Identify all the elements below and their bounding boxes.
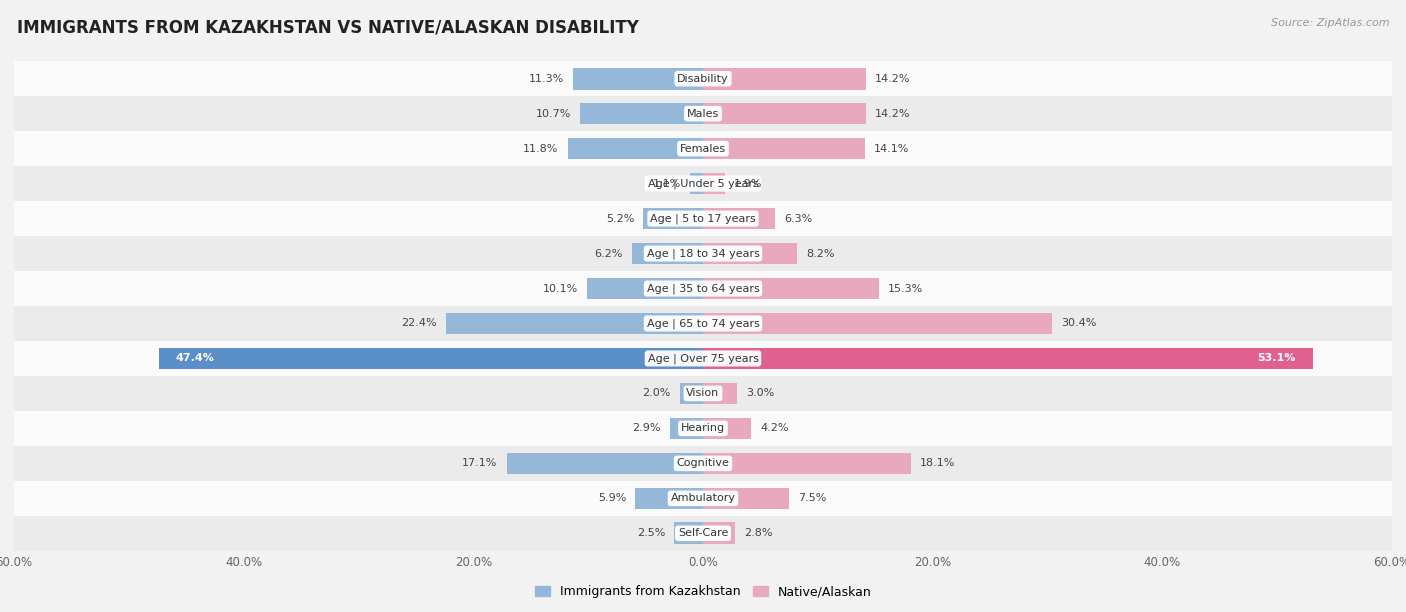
Bar	[568, 138, 703, 160]
Text: 2.8%: 2.8%	[744, 528, 773, 539]
Text: 18.1%: 18.1%	[920, 458, 956, 468]
Bar	[690, 173, 703, 195]
Text: 6.2%: 6.2%	[595, 248, 623, 258]
Legend: Immigrants from Kazakhstan, Native/Alaskan: Immigrants from Kazakhstan, Native/Alask…	[530, 580, 876, 603]
Bar	[703, 417, 751, 439]
Bar	[574, 68, 703, 89]
Bar	[703, 488, 789, 509]
Bar	[703, 173, 725, 195]
Text: 1.1%: 1.1%	[652, 179, 681, 188]
Bar	[506, 452, 703, 474]
Text: 11.3%: 11.3%	[529, 73, 564, 84]
Bar	[703, 207, 775, 230]
Bar	[14, 341, 1392, 376]
Text: 6.3%: 6.3%	[785, 214, 813, 223]
Text: Age | 35 to 64 years: Age | 35 to 64 years	[647, 283, 759, 294]
Text: 14.2%: 14.2%	[875, 109, 911, 119]
Text: 3.0%: 3.0%	[747, 389, 775, 398]
Text: 7.5%: 7.5%	[799, 493, 827, 503]
Text: 14.1%: 14.1%	[875, 144, 910, 154]
Text: Ambulatory: Ambulatory	[671, 493, 735, 503]
Bar	[703, 68, 866, 89]
Text: Age | Over 75 years: Age | Over 75 years	[648, 353, 758, 364]
Text: 47.4%: 47.4%	[176, 354, 215, 364]
Bar	[14, 481, 1392, 516]
Text: Cognitive: Cognitive	[676, 458, 730, 468]
Text: 22.4%: 22.4%	[401, 318, 437, 329]
Bar	[14, 446, 1392, 481]
Text: IMMIGRANTS FROM KAZAKHSTAN VS NATIVE/ALASKAN DISABILITY: IMMIGRANTS FROM KAZAKHSTAN VS NATIVE/ALA…	[17, 18, 638, 36]
Bar	[636, 488, 703, 509]
Bar	[588, 278, 703, 299]
Text: Males: Males	[688, 109, 718, 119]
Bar	[14, 96, 1392, 131]
Bar	[703, 138, 865, 160]
Text: 11.8%: 11.8%	[523, 144, 558, 154]
Text: 10.7%: 10.7%	[536, 109, 571, 119]
Bar	[703, 313, 1052, 334]
Text: 2.0%: 2.0%	[643, 389, 671, 398]
Text: Age | 18 to 34 years: Age | 18 to 34 years	[647, 248, 759, 259]
Text: 5.2%: 5.2%	[606, 214, 634, 223]
Text: 2.5%: 2.5%	[637, 528, 665, 539]
Text: Age | 5 to 17 years: Age | 5 to 17 years	[650, 214, 756, 224]
Bar	[703, 523, 735, 544]
Text: 2.9%: 2.9%	[633, 424, 661, 433]
Bar	[14, 131, 1392, 166]
Text: 8.2%: 8.2%	[807, 248, 835, 258]
Bar	[14, 61, 1392, 96]
Text: 1.9%: 1.9%	[734, 179, 762, 188]
Bar	[669, 417, 703, 439]
Bar	[14, 411, 1392, 446]
Text: 53.1%: 53.1%	[1257, 354, 1295, 364]
Bar	[681, 382, 703, 405]
Bar	[14, 201, 1392, 236]
Text: Source: ZipAtlas.com: Source: ZipAtlas.com	[1271, 18, 1389, 28]
Text: Age | Under 5 years: Age | Under 5 years	[648, 178, 758, 189]
Bar	[703, 382, 738, 405]
Bar	[14, 376, 1392, 411]
Bar	[14, 271, 1392, 306]
Bar	[703, 243, 797, 264]
Bar	[703, 103, 866, 124]
Text: Age | 65 to 74 years: Age | 65 to 74 years	[647, 318, 759, 329]
Bar	[675, 523, 703, 544]
Bar	[446, 313, 703, 334]
Bar	[159, 348, 703, 369]
Text: 10.1%: 10.1%	[543, 283, 578, 294]
Bar	[703, 452, 911, 474]
Bar	[644, 207, 703, 230]
Bar	[14, 306, 1392, 341]
Bar	[703, 348, 1313, 369]
Bar	[631, 243, 703, 264]
Text: 5.9%: 5.9%	[598, 493, 626, 503]
Text: Hearing: Hearing	[681, 424, 725, 433]
Text: 14.2%: 14.2%	[875, 73, 911, 84]
Bar	[703, 278, 879, 299]
Bar	[581, 103, 703, 124]
Text: Disability: Disability	[678, 73, 728, 84]
Text: Vision: Vision	[686, 389, 720, 398]
Text: 4.2%: 4.2%	[761, 424, 789, 433]
Bar	[14, 236, 1392, 271]
Text: Self-Care: Self-Care	[678, 528, 728, 539]
Text: 30.4%: 30.4%	[1062, 318, 1097, 329]
Text: Females: Females	[681, 144, 725, 154]
Text: 17.1%: 17.1%	[463, 458, 498, 468]
Text: 15.3%: 15.3%	[887, 283, 924, 294]
Bar	[14, 516, 1392, 551]
Bar	[14, 166, 1392, 201]
